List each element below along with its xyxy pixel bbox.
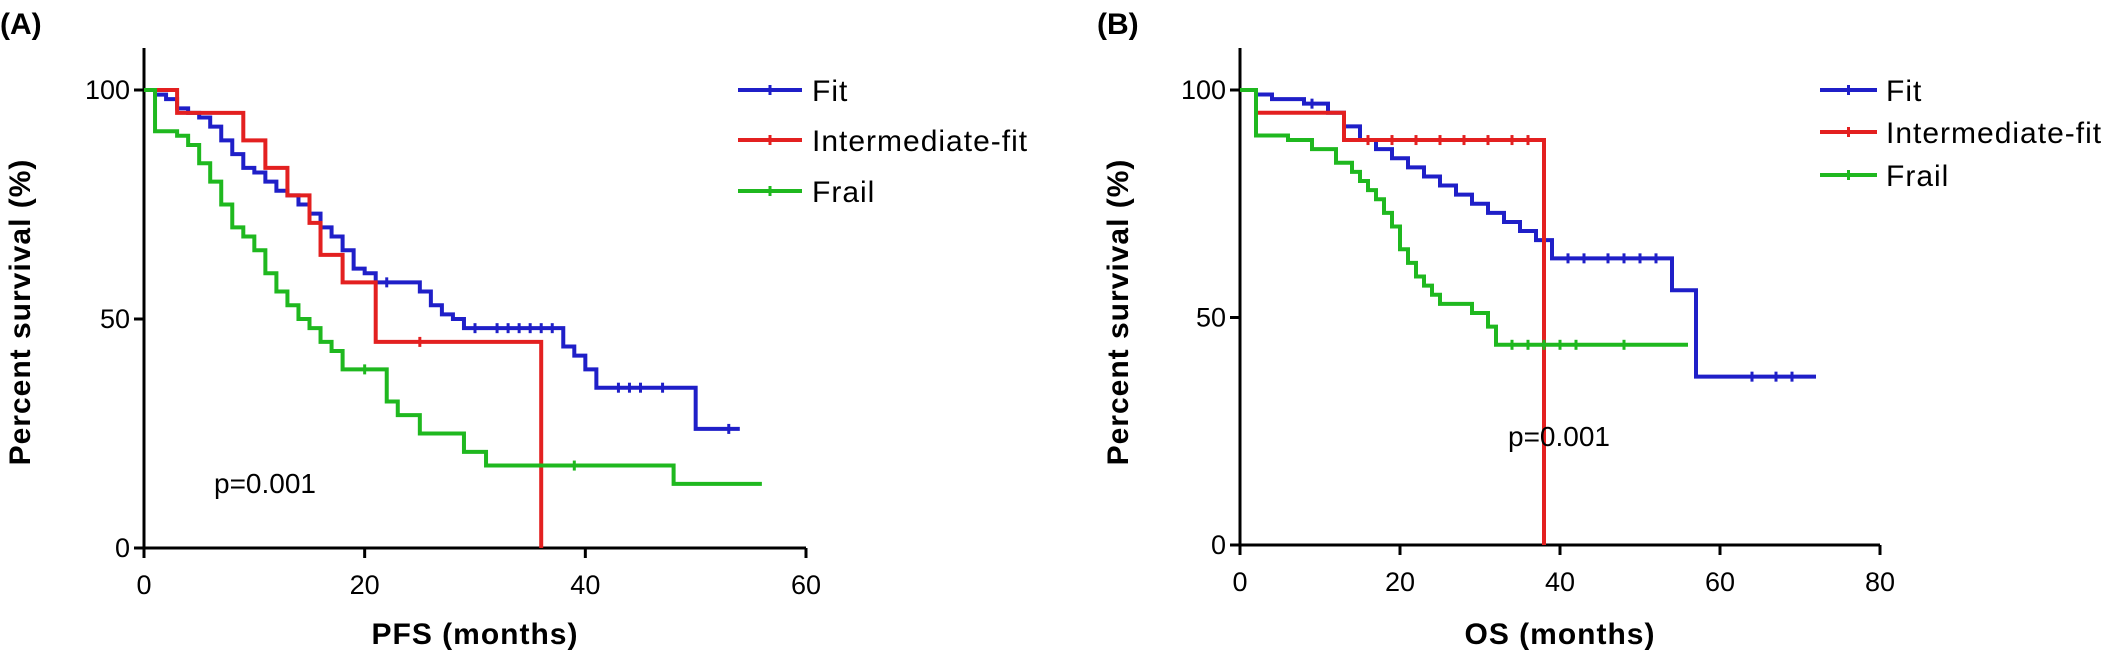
y-axis-title: Percent survival (%) [1102,159,1135,466]
y-tick-label: 50 [100,304,130,334]
legend-label: Fit [1886,75,1922,108]
x-tick-label: 0 [136,570,151,600]
survival-curve-line [144,88,544,548]
series-frail [1240,88,1688,350]
y-tick-label: 50 [1196,303,1226,333]
legend-entry: Frail [1820,160,1949,193]
panel-label: (B) [1097,8,1139,41]
y-tick-label: 100 [1181,75,1226,105]
survival-curve-line [144,88,740,431]
p-value-annotation: p=0.001 [1508,421,1610,452]
panel-label: (A) [0,8,42,41]
y-tick-label: 100 [85,75,130,105]
chart-panel-a: (A) 0 50 100 0 20 40 60 PFS (months) Percent surv… [0,8,1028,651]
y-tick-label: 0 [115,533,130,563]
legend-label: Intermediate-fit [812,125,1028,158]
y-axis-title: Percent survival (%) [4,159,37,466]
p-value-annotation: p=0.001 [214,468,316,499]
legend-entry: Frail [738,176,875,209]
legend-entry: Fit [738,75,848,108]
x-tick-label: 40 [570,570,600,600]
x-tick-label: 80 [1865,567,1895,597]
y-tick-label: 0 [1211,530,1226,560]
legend-entry: Fit [1820,75,1922,108]
series-intermediate-fit [144,88,544,548]
x-tick-label: 60 [791,570,821,600]
x-axis-title: OS (months) [1465,618,1656,651]
legend-label: Intermediate-fit [1886,117,2102,150]
series-fit [1240,88,1816,382]
series-fit [144,88,740,434]
legend-entry: Intermediate-fit [738,125,1028,158]
legend-entry: Intermediate-fit [1820,117,2102,150]
legend-label: Fit [812,75,848,108]
legend-label: Frail [1886,160,1949,193]
x-tick-label: 20 [350,570,380,600]
survival-curve-line [144,88,762,486]
x-tick-label: 20 [1385,567,1415,597]
chart-panel-b: (B) 0 50 100 0 20 40 60 80 OS (months) Percent sur… [1097,8,2102,651]
x-axis-title: PFS (months) [372,618,579,651]
survival-curve-line [1240,88,1688,347]
series-frail [144,88,762,486]
survival-curve-line [1240,88,1816,379]
x-tick-label: 60 [1705,567,1735,597]
x-tick-label: 40 [1545,567,1575,597]
x-tick-label: 0 [1232,567,1247,597]
legend-label: Frail [812,176,875,209]
